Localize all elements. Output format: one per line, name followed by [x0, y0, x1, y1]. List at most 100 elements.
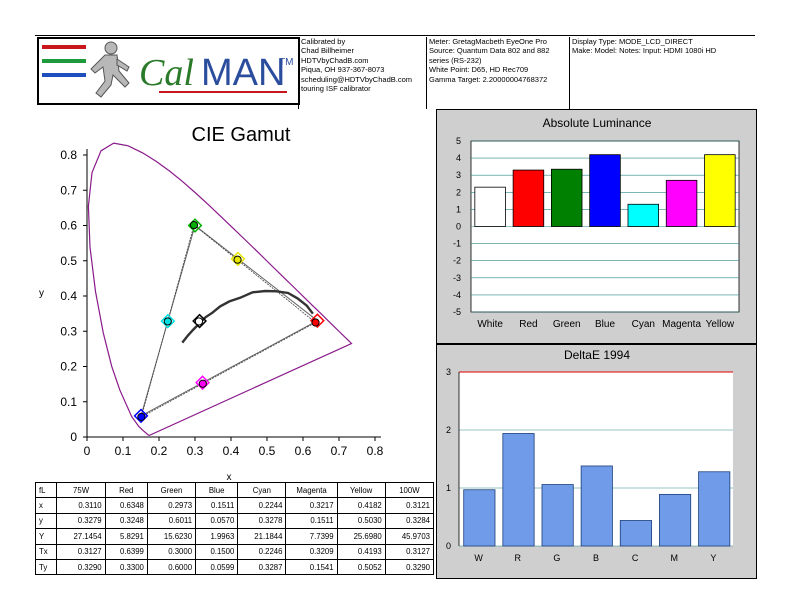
table-cell: 0.3300	[104, 558, 148, 576]
measured-point-magenta	[198, 379, 207, 388]
luminance-y-tick-label: 2	[456, 187, 461, 197]
gamut-x-tick-label: 0.5	[259, 444, 276, 458]
table-cell: 0.3121	[384, 497, 435, 514]
measured-point-yellow	[233, 255, 242, 264]
calman-logo: Cal MAN TM	[37, 37, 300, 105]
report-header	[35, 35, 755, 110]
gamut-x-tick-label: 0.4	[223, 444, 240, 458]
measured-point-red	[311, 318, 320, 327]
logo-tm: TM	[279, 57, 293, 68]
logo-blue-stripe	[42, 73, 86, 77]
table-cell: 0.2246	[237, 543, 287, 560]
running-man-icon	[90, 41, 130, 98]
table-cell: 0.0570	[195, 512, 239, 530]
row-label: x	[34, 497, 58, 514]
gamut-x-tick-label: 0.6	[295, 444, 312, 458]
deltae-y-tick-label: 3	[446, 367, 451, 377]
meter-line: Gamma Target: 2.20000004768372	[429, 74, 548, 84]
table-cell: 0.3284	[384, 512, 435, 530]
table-cell: 0.1541	[285, 558, 338, 576]
table-cell: 0.4193	[336, 543, 386, 560]
luminance-panel: Absolute Luminance 5 4 3 2 1 0 -1 -2 -3 -4 -5 White…	[436, 109, 757, 344]
luminance-x-tick-label: White	[477, 319, 503, 330]
gamut-y-tick-label: 0.7	[60, 183, 77, 197]
row-label: Y	[34, 528, 58, 545]
table-cell: 27.1454	[56, 528, 106, 545]
display-info: Display Type: MODE_LCD_DIRECT Make: Mode…	[569, 37, 758, 109]
deltae-title: DeltaE 1994	[564, 348, 630, 362]
row-label: Ty	[34, 558, 58, 576]
calibrator-line: Calibrated by	[301, 37, 346, 46]
table-cell: 0.6348	[104, 497, 148, 514]
calibrator-line: touring ISF calibrator	[301, 84, 371, 94]
luminance-bar-green	[551, 168, 583, 227]
table-cell: 0.6011	[146, 512, 197, 530]
deltae-x-tick-label: B	[593, 553, 599, 563]
luminance-y-tick-label: -2	[453, 256, 461, 266]
luminance-bar-yellow	[704, 154, 736, 227]
table-header-cell: 100W	[384, 481, 435, 499]
deltae-x-tick-label: Y	[710, 553, 716, 563]
table-header-cell: Green	[146, 481, 197, 499]
deltae-bar-y	[698, 471, 731, 547]
calibrator-line: Piqua, OH 937-367-8073	[301, 65, 385, 75]
deltae-x-tick-label: W	[474, 553, 483, 563]
deltae-bar-r	[502, 433, 535, 547]
table-cell: 25.6980	[336, 528, 386, 545]
display-line: Display Type: MODE_LCD_DIRECT	[572, 37, 693, 46]
table-header-cell: Cyan	[237, 481, 287, 499]
deltae-x-tick-label: R	[514, 553, 521, 563]
deltae-bar-m	[659, 493, 692, 547]
logo-underline	[159, 91, 287, 93]
calibrator-line: HDTVbyChadB.com	[301, 55, 369, 65]
meter-line: Source: Quantum Data 802 and 882	[429, 46, 550, 56]
table-cell: 0.3287	[237, 558, 287, 576]
table-cell: 0.2244	[237, 497, 287, 514]
table-header-cell: Red	[104, 481, 148, 499]
table-cell: 0.3290	[56, 558, 106, 576]
gamut-y-tick-label: 0.2	[60, 360, 77, 374]
gamut-x-tick-label: 0.2	[151, 444, 168, 458]
row-label: y	[34, 512, 58, 530]
gamut-x-tick-label: 0.8	[367, 444, 384, 458]
gamut-y-tick-label: 0.5	[60, 254, 77, 268]
target-point-cyan	[160, 313, 176, 329]
table-cell: 0.1511	[285, 512, 338, 530]
calman-logo-graphic: Cal MAN TM	[42, 41, 293, 98]
table-cell: 0.6000	[146, 558, 197, 576]
luminance-y-tick-label: -4	[453, 290, 461, 300]
table-cell: 0.6399	[104, 543, 148, 560]
luminance-y-tick-label: 1	[456, 204, 461, 214]
measurement-table: fL 75W Red Green Blue Cyan Magenta Yello…	[34, 481, 435, 576]
meter-line: White Point: D65, HD Rec709	[429, 65, 529, 75]
meter-line: series (RS-232)	[429, 55, 482, 65]
measured-point-blue	[137, 412, 146, 422]
deltae-y-tick-label: 0	[446, 541, 451, 551]
table-cell: 0.3290	[384, 558, 435, 576]
meter-line: Meter: GretagMacbeth EyeOne Pro	[429, 37, 547, 46]
deltae-y-tick-label: 1	[446, 483, 451, 493]
table-row: Y 27.1454 5.8291 15.6230 1.9963 21.1844 …	[34, 528, 435, 545]
spectral-locus	[87, 142, 353, 436]
table-cell: 0.3110	[56, 497, 106, 514]
deltae-bar-g	[541, 484, 574, 547]
luminance-x-tick-label: Yellow	[706, 319, 735, 330]
luminance-y-tick-label: 3	[456, 170, 461, 180]
table-cell: 21.1844	[237, 528, 287, 545]
deltae-y-tick-label: 2	[446, 425, 451, 435]
luminance-y-tick-label: 4	[456, 153, 461, 163]
deltae-x-tick-label: G	[553, 553, 560, 563]
table-cell: 0.3000	[146, 543, 197, 560]
luminance-bar-magenta	[665, 179, 698, 227]
cie-gamut-panel: CIE Gamut x y 0 0.1 0.2 0.3 0.4 0.5 0.6 0.7 0.8 0…	[35, 109, 434, 483]
table-header-cell: fL	[34, 481, 58, 499]
table-header-cell: Magenta	[285, 481, 338, 499]
luminance-title: Absolute Luminance	[543, 116, 652, 130]
table-cell: 15.6230	[146, 528, 197, 545]
row-label: Tx	[34, 543, 58, 560]
table-row: Tx 0.3127 0.6399 0.3000 0.1500 0.2246 0.…	[34, 543, 435, 560]
luminance-x-tick-label: Green	[553, 319, 581, 330]
luminance-y-tick-label: -5	[453, 307, 461, 317]
logo-red-stripe	[42, 45, 86, 49]
luminance-x-tick-label: Cyan	[632, 319, 655, 330]
